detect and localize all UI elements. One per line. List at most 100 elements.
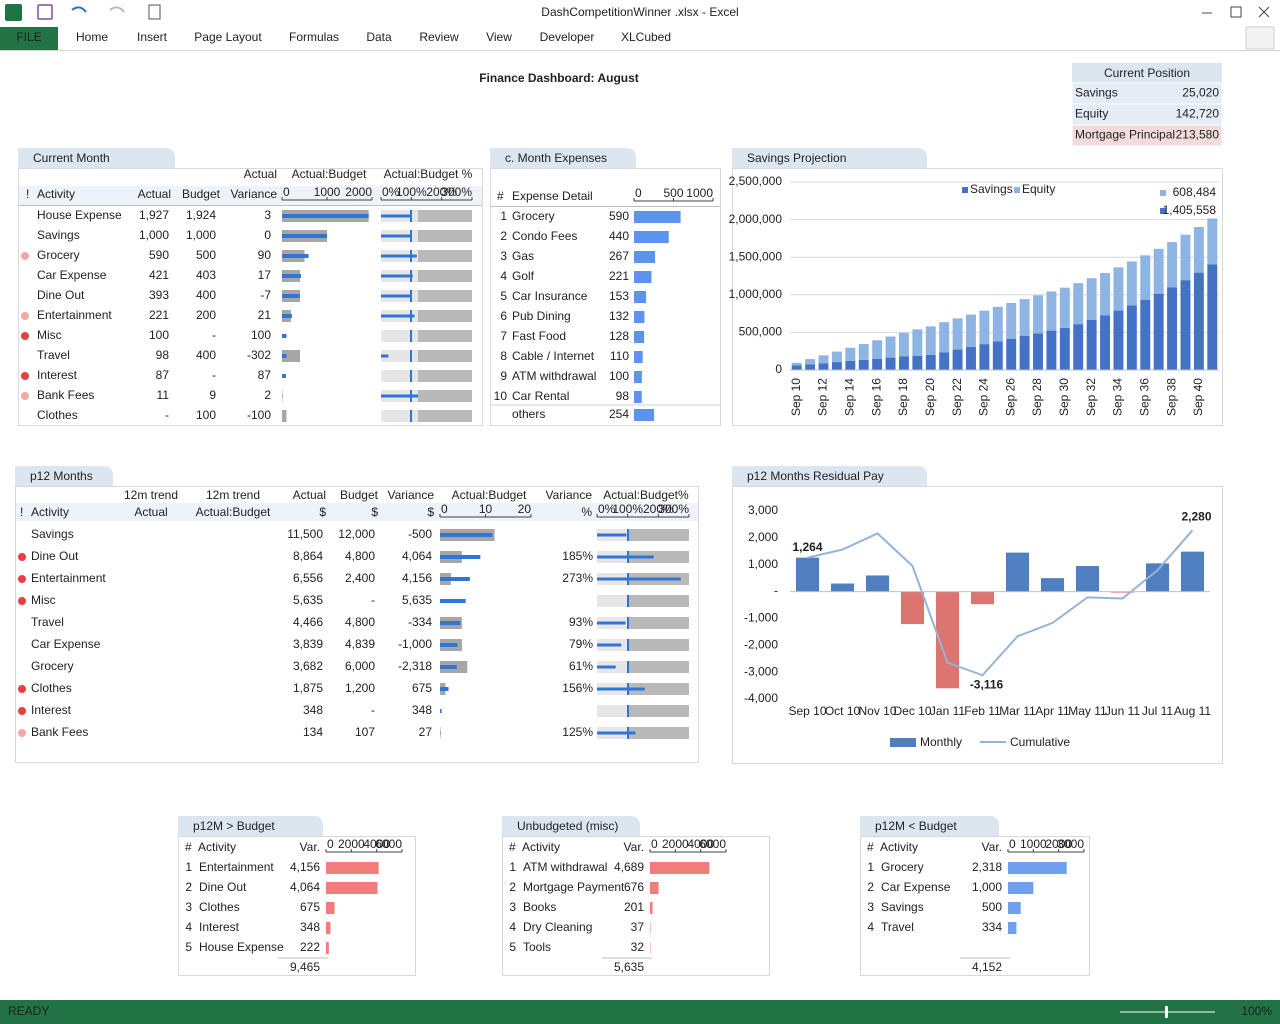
activity: ATM withdrawal [523, 860, 607, 874]
actual: 1,875 [293, 681, 323, 695]
axis-tick-label: 0 [1009, 837, 1016, 851]
panel-title: Savings Projection [747, 151, 846, 165]
stacked-bar [1046, 330, 1057, 370]
value-label-swatch [1160, 208, 1166, 214]
variance: -334 [408, 615, 432, 629]
rank: 6 [500, 309, 507, 323]
activity: Books [523, 900, 556, 914]
rank: 5 [185, 940, 192, 954]
stacked-bar [1126, 261, 1137, 306]
ribbon-tab[interactable]: View [486, 30, 512, 44]
panel-tab [732, 148, 927, 168]
stacked-bar [1153, 293, 1164, 370]
stacked-bar [939, 322, 950, 353]
status-text: READY [8, 1004, 49, 1018]
budget: 4,839 [345, 637, 375, 651]
activity: Misc [37, 328, 62, 342]
variance-pct: 125% [562, 725, 593, 739]
window-title: DashCompetitionWinner .xlsx - Excel [541, 5, 738, 19]
panel-tab [860, 816, 999, 836]
stacked-bar [912, 355, 923, 370]
variance: 3 [264, 208, 271, 222]
legend-swatch [962, 187, 968, 193]
pct-band-low [597, 595, 628, 607]
activity: Car Expense [31, 637, 101, 651]
ribbon-tab[interactable]: Page Layout [194, 30, 262, 44]
ribbon-tab[interactable]: Review [419, 30, 459, 44]
stacked-bar [1113, 310, 1124, 370]
ribbon-tab[interactable]: Formulas [289, 30, 339, 44]
activity: Entertainment [37, 308, 112, 322]
rank: 8 [500, 349, 507, 363]
new-icon[interactable] [148, 4, 161, 20]
pct-band-low [597, 705, 628, 717]
zoom-thumb[interactable] [1165, 1006, 1168, 1018]
file-tab[interactable] [0, 27, 58, 50]
save-icon[interactable] [37, 4, 53, 20]
stacked-bar [992, 341, 1003, 370]
activity: Travel [31, 615, 64, 629]
stacked-bar [1073, 283, 1084, 325]
pct-band-high [418, 250, 472, 262]
x-tick-label: Sep 12 [816, 378, 830, 416]
stacked-bar [966, 314, 976, 347]
activity: Bank Fees [31, 725, 88, 739]
stacked-bar [898, 332, 909, 357]
cumulative-line [807, 529, 1194, 677]
panel-title: p12 Months [30, 469, 93, 483]
legend-swatch [1014, 187, 1020, 193]
variance: 4,156 [402, 571, 432, 585]
axis-tick-label: 2000 [662, 837, 689, 851]
ribbon-tab[interactable]: Insert [137, 30, 168, 44]
variance-pct: 79% [569, 637, 593, 651]
ribbon-tab[interactable]: Data [366, 30, 392, 44]
pct-band-low [381, 350, 418, 362]
actual-bar [440, 731, 441, 735]
undo-icon[interactable] [71, 6, 87, 13]
actual: 3,839 [293, 637, 323, 651]
panel-tab [732, 466, 927, 486]
column-header: Activity [37, 187, 75, 201]
expense-bar [634, 231, 669, 243]
ribbon-tab[interactable]: Home [76, 30, 108, 44]
ribbon-tab[interactable]: FILE [16, 30, 41, 44]
close-button[interactable] [1258, 6, 1270, 18]
column-header: ! [20, 505, 23, 519]
variance: 2 [264, 388, 271, 402]
column-header: Activity [198, 840, 236, 854]
rank: 7 [500, 329, 507, 343]
excel-icon[interactable] [5, 4, 22, 21]
total: 5,635 [614, 960, 644, 974]
position-label: Savings [1075, 86, 1118, 100]
pct-bar [597, 731, 636, 735]
stacked-bar [818, 363, 829, 370]
pct-band-high [628, 727, 689, 739]
activity: Car Expense [37, 268, 107, 282]
ribbon-tab[interactable]: Developer [540, 30, 595, 44]
pct-bar [597, 533, 627, 537]
variance-bar [650, 882, 659, 894]
panel-tab [490, 148, 636, 168]
account-picture[interactable] [1245, 26, 1275, 50]
actual-bar [440, 555, 481, 559]
expense-bar [634, 351, 643, 363]
restore-button[interactable] [1230, 6, 1242, 18]
stacked-bar [1086, 319, 1097, 370]
stacked-bar [1019, 299, 1030, 337]
budget: 100 [196, 408, 216, 422]
monthly-bar [795, 557, 820, 592]
variance: 334 [982, 920, 1002, 934]
stacked-bar [1140, 299, 1151, 370]
actual-bar [440, 643, 458, 647]
budget: 6,000 [345, 659, 375, 673]
position-value: 213,580 [1176, 128, 1220, 142]
expense-value: 440 [609, 229, 629, 243]
activity: Dine Out [37, 288, 85, 302]
actual-bar [440, 621, 461, 625]
stacked-bar [925, 326, 936, 355]
stacked-bar [1140, 255, 1151, 300]
rank: 4 [185, 920, 192, 934]
redo-icon[interactable] [109, 6, 125, 13]
stacked-bar [805, 364, 816, 370]
ribbon-tab[interactable]: XLCubed [621, 30, 671, 44]
